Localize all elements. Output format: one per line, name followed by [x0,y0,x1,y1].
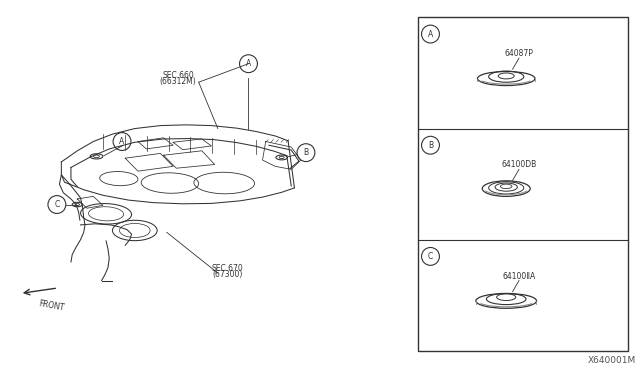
Text: X640001M: X640001M [588,356,636,365]
Text: A: A [120,137,125,146]
Text: B: B [428,141,433,150]
Text: B: B [303,148,308,157]
Text: C: C [54,200,60,209]
Text: 64100DB: 64100DB [501,160,536,169]
Text: A: A [246,59,251,68]
Text: (66312M): (66312M) [160,77,196,86]
Text: 64087P: 64087P [504,49,533,58]
Bar [418,17,628,351]
Text: FRONT: FRONT [38,299,65,312]
Text: A: A [428,29,433,39]
Text: SEC.670: SEC.670 [212,264,243,273]
Text: SEC.660: SEC.660 [163,71,194,80]
Text: 64100ⅡA: 64100ⅡA [502,272,536,280]
Text: C: C [428,252,433,261]
Text: (67300): (67300) [212,270,243,279]
